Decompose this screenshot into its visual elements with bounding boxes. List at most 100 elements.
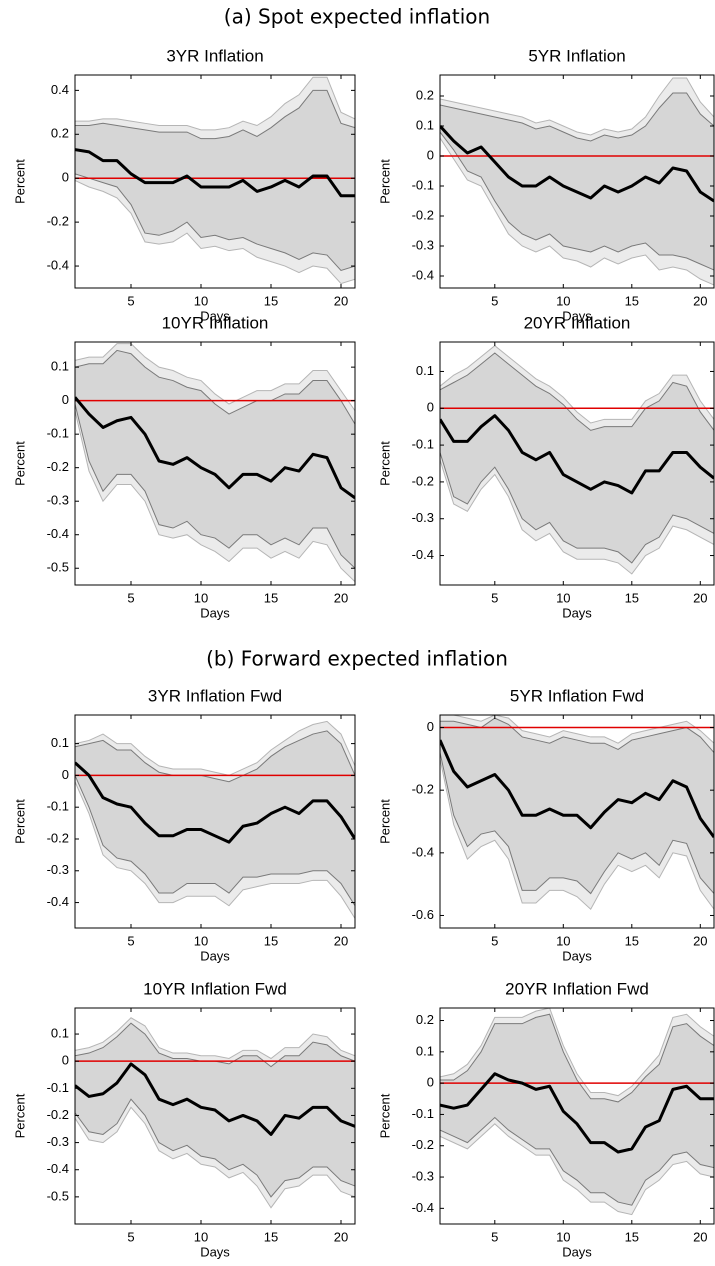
x-tick-label: 5 [491,590,498,605]
x-axis-label: Days [562,948,592,963]
y-tick-label: -0.5 [47,1188,69,1203]
x-tick-label: 5 [491,933,498,948]
y-tick-label: -0.1 [412,437,434,452]
line-series [75,148,355,198]
line-series [75,761,355,844]
x-tick-label: 15 [264,590,278,605]
plot-frame [439,74,715,289]
x-axis-label: Days [562,1244,592,1259]
y-tick-label: 0.2 [416,87,434,102]
x-tick-label: 20 [693,1229,707,1244]
x-tick-label: 20 [334,590,348,605]
chart-title: 3YR Inflation [166,46,263,65]
y-tick-label: 0 [62,170,69,185]
x-tick-label: 20 [693,590,707,605]
y-tick-label: 0.1 [416,363,434,378]
y-tick-label: -0.3 [47,493,69,508]
line-series [440,739,714,839]
y-tick-label: 0 [427,400,434,415]
x-tick-label: 20 [334,933,348,948]
y-tick-label: 0.1 [51,1025,69,1040]
chart-title: 20YR Inflation [524,313,631,332]
x-tick-label: 15 [625,1229,639,1244]
y-tick-label: 0 [427,719,434,734]
plot [440,1008,714,1216]
plot-frame [74,1007,356,1225]
y-tick-label: -0.1 [47,1080,69,1095]
x-tick-label: 5 [127,933,134,948]
y-tick-label: -0.3 [412,510,434,525]
y-tick-label: -0.4 [412,547,434,562]
x-tick-label: 10 [556,1229,570,1244]
y-tick-label: -0.4 [47,257,69,272]
plot [75,1017,355,1209]
y-tick-label: -0.6 [412,907,434,922]
x-tick-label: 20 [693,293,707,308]
confidence-band [75,89,355,272]
x-axis-label: Days [200,948,230,963]
y-tick-label: 0.2 [51,126,69,141]
chart: -0.4 -0.3 -0.2 -0.1 0 0.1 5 10 15 20 20YR Inflatio… [377,313,715,620]
y-tick-label: -0.4 [412,844,434,859]
chart-title: 3YR Inflation Fwd [148,686,282,705]
x-tick-label: 20 [334,1229,348,1244]
y-tick-label: -0.5 [47,560,69,575]
x-tick-label: 5 [491,293,498,308]
y-tick-label: -0.3 [47,862,69,877]
y-tick-label: -0.4 [47,894,69,909]
plot [75,720,355,920]
y-tick-label: -0.3 [412,1168,434,1183]
confidence-band [440,717,714,895]
chart-title: 5YR Inflation Fwd [510,686,644,705]
x-axis-label: Days [562,308,592,323]
chart: -0.4 -0.2 0 0.2 0.4 5 10 15 20 3YR Inflation Days P… [12,46,356,323]
y-axis-label: Percent [377,441,392,486]
confidence-band [440,1013,714,1206]
y-tick-label: 0.4 [51,82,69,97]
y-tick-label: -0.1 [47,799,69,814]
line-series [440,414,714,495]
y-tick-label: 0.1 [416,117,434,132]
x-tick-label: 5 [127,1229,134,1244]
y-tick-label: -0.2 [412,782,434,797]
y-tick-label: -0.3 [47,1134,69,1149]
y-tick-label: -0.2 [412,1137,434,1152]
chart: -0.5 -0.4 -0.3 -0.2 -0.1 0 0.1 5 10 15 20 10YR Infl… [12,313,356,620]
y-tick-label: -0.1 [47,426,69,441]
chart: -0.4 -0.3 -0.2 -0.1 0 0.1 0.2 5 10 15 20 20YR Infla… [377,979,715,1259]
y-tick-label: -0.3 [412,237,434,252]
chart: -0.5 -0.4 -0.3 -0.2 -0.1 0 0.1 5 10 15 20 10YR Infl… [12,979,356,1259]
y-axis-label: Percent [12,1093,27,1138]
x-tick-label: 15 [625,933,639,948]
y-tick-label: -0.4 [47,1161,69,1176]
x-tick-label: 15 [264,933,278,948]
chart: -0.4 -0.3 -0.2 -0.1 0 0.1 0.2 5 10 15 20 5YR Inflat… [377,46,715,323]
plot-frame [74,341,356,586]
chart: -0.6 -0.4 -0.2 0 5 10 15 20 5YR Inflation Fwd Day… [377,686,715,963]
chart-title: 10YR Inflation Fwd [143,979,287,998]
y-tick-label: -0.2 [47,214,69,229]
y-tick-label: -0.4 [412,1200,434,1215]
line-series [440,1072,714,1154]
x-tick-label: 15 [625,293,639,308]
y-axis-label: Percent [12,159,27,204]
x-tick-label: 10 [194,1229,208,1244]
y-tick-label: 0 [427,1075,434,1090]
y-tick-label: 0 [427,147,434,162]
y-tick-label: -0.2 [412,207,434,222]
x-tick-label: 10 [194,293,208,308]
y-tick-label: 0 [62,767,69,782]
x-tick-label: 5 [127,590,134,605]
y-tick-label: 0.1 [51,359,69,374]
x-tick-label: 10 [556,293,570,308]
y-tick-label: 0 [62,1053,69,1068]
line-series [75,396,355,500]
y-tick-label: 0.2 [416,1012,434,1027]
y-tick-label: -0.2 [47,830,69,845]
plot [75,76,355,285]
x-axis-label: Days [562,605,592,620]
x-axis-label: Days [200,308,230,323]
x-axis-label: Days [200,1244,230,1259]
